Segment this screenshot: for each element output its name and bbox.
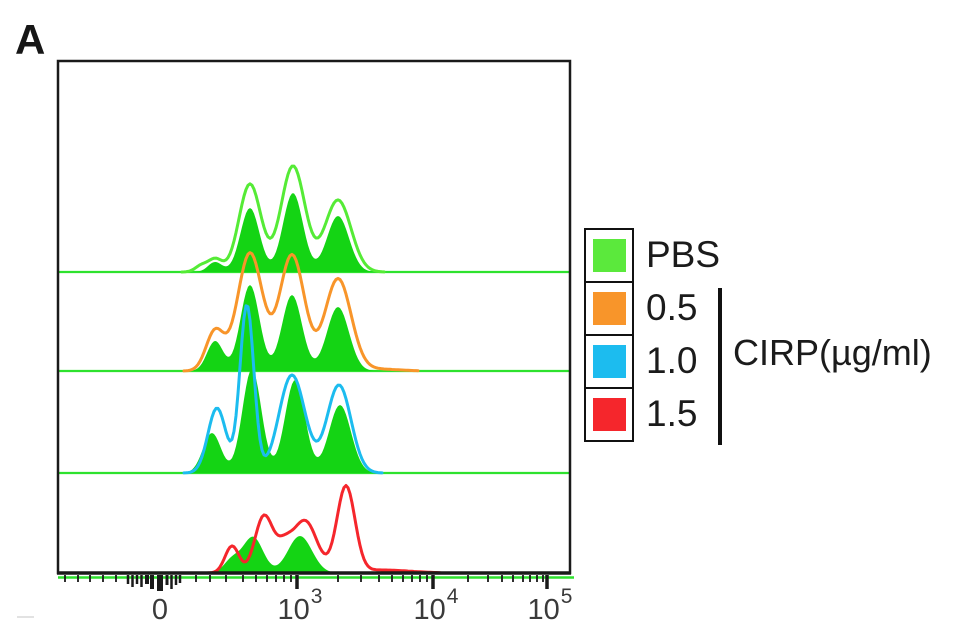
legend-swatch-column — [584, 228, 634, 442]
histogram-fill-1 — [188, 285, 378, 371]
x-tick-label: 10 5 — [527, 585, 573, 626]
plot-frame — [56, 59, 572, 575]
legend-swatch-0 — [592, 239, 626, 272]
legend-item-label-0: PBS — [646, 233, 721, 275]
histogram-outline-2 — [182, 304, 384, 475]
panel-label: A — [15, 16, 47, 63]
legend-cell-2 — [586, 334, 632, 387]
stray-mark — [17, 616, 34, 618]
legend-swatch-3 — [592, 398, 626, 431]
legend-swatch-2 — [592, 345, 626, 378]
legend-item-label-2: 1.0 — [646, 339, 698, 381]
histogram-outline-0 — [180, 164, 386, 274]
legend-item-label-3: 1.5 — [646, 392, 698, 434]
legend-swatch-1 — [592, 292, 626, 325]
x-tick-label: 0 — [151, 594, 169, 626]
histogram-fill-3 — [206, 536, 340, 573]
legend-labels: PBS 0.5 1.0 1.5 — [642, 228, 722, 440]
x-tick-label: 10 4 — [413, 585, 459, 626]
legend-item-label-1: 0.5 — [646, 286, 698, 328]
histogram-fill-0 — [192, 193, 376, 272]
legend-bracket — [718, 288, 722, 445]
x-tick-label: 10 3 — [277, 585, 323, 626]
histogram-outline-3 — [206, 484, 442, 575]
legend-cell-3 — [586, 387, 632, 440]
histogram-fill-2 — [180, 369, 380, 473]
legend-cell-0 — [586, 230, 632, 281]
legend-bracket-label: CIRP(µg/ml) — [733, 332, 932, 373]
legend-cell-1 — [586, 281, 632, 334]
histogram-outline-1 — [182, 251, 420, 373]
